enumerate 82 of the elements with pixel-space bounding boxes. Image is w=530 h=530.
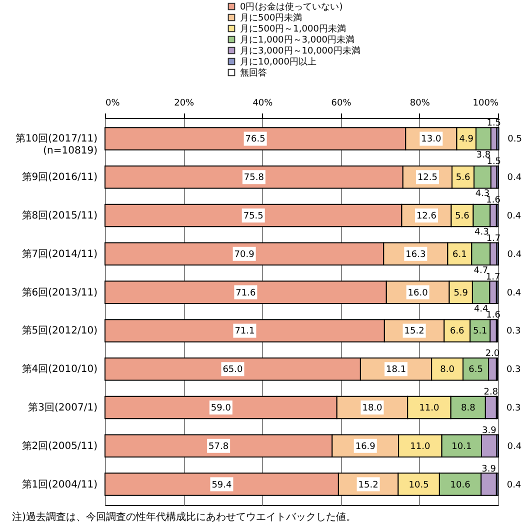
data-label: 1.5 bbox=[486, 157, 502, 168]
data-label: 71.6 bbox=[236, 288, 256, 298]
y-tick-label: 第9回(2016/11) bbox=[22, 171, 98, 184]
data-label: 65.0 bbox=[222, 365, 244, 376]
data-label: 0.3 bbox=[506, 403, 521, 414]
data-label: 18.1 bbox=[386, 365, 406, 376]
data-label: 76.5 bbox=[245, 134, 266, 145]
data-label: 0.4 bbox=[506, 480, 522, 490]
data-label: 1.7 bbox=[486, 272, 500, 282]
data-label: 0.3 bbox=[506, 326, 521, 337]
y-tick-label: 第8回(2015/11) bbox=[22, 210, 98, 222]
data-label: 2.8 bbox=[484, 387, 498, 398]
x-tick-label: 0% bbox=[106, 98, 120, 108]
data-label: 0.3 bbox=[506, 365, 521, 376]
data-label: 57.8 bbox=[208, 442, 229, 452]
y-tick-label: 第2回(2005/11) bbox=[22, 440, 98, 452]
data-label: 3.9 bbox=[482, 426, 497, 436]
legend-label: 月に1,000円～3,000円未満 bbox=[240, 34, 355, 46]
data-label: 10.5 bbox=[408, 480, 429, 490]
data-label: 5.6 bbox=[456, 173, 470, 184]
y-tick-label: 第1回(2004/11) bbox=[22, 478, 98, 490]
data-label: 3.9 bbox=[482, 464, 496, 474]
data-label: 16.0 bbox=[408, 288, 428, 298]
data-label: 4.3 bbox=[474, 228, 489, 238]
data-label: 4.7 bbox=[474, 266, 488, 276]
data-label: 0.4 bbox=[507, 442, 522, 452]
data-label: 5.1 bbox=[472, 326, 488, 337]
data-label: 4.9 bbox=[459, 134, 474, 145]
data-label: 0.4 bbox=[506, 212, 522, 222]
y-tick-label: 第10回(2017/11) (n=10819) bbox=[15, 132, 98, 157]
x-tick-label: 40% bbox=[252, 98, 274, 108]
legend-label: 月に3,000円～10,000円未満 bbox=[240, 46, 360, 56]
data-label: 15.2 bbox=[404, 326, 424, 337]
data-label: 0.4 bbox=[506, 288, 522, 298]
data-label: 75.5 bbox=[243, 212, 264, 222]
y-tick-label: 第4回(2010/10) bbox=[22, 363, 98, 376]
data-label: 13.0 bbox=[421, 134, 442, 145]
data-label: 10.6 bbox=[450, 480, 471, 490]
legend-label: 0円(お金は使っていない) bbox=[240, 2, 343, 12]
y-tick-label: 第3回(2007/1) bbox=[28, 401, 98, 414]
data-label: 5.6 bbox=[455, 212, 470, 222]
text: 注)過去調査は、今回調査の性年代構成比にあわせてウエイトバックした値。 bbox=[12, 510, 356, 524]
legend-label: 無回答 bbox=[240, 68, 267, 78]
data-label: 18.0 bbox=[362, 403, 383, 414]
data-label: 8.0 bbox=[440, 365, 455, 376]
data-label: 8.8 bbox=[460, 403, 476, 414]
data-label: 0.5 bbox=[508, 134, 522, 145]
data-label: 16.3 bbox=[406, 250, 426, 260]
data-label: 11.0 bbox=[419, 403, 440, 414]
y-tick-label: 第6回(2013/11) bbox=[22, 286, 98, 298]
x-tick-label: 20% bbox=[174, 98, 195, 108]
data-label: 12.5 bbox=[417, 173, 438, 184]
data-label: 6.1 bbox=[452, 250, 467, 260]
y-tick-label: 第7回(2014/11) bbox=[22, 248, 98, 260]
data-label: 1.6 bbox=[486, 196, 501, 206]
data-label: 1.7 bbox=[486, 234, 501, 244]
data-label: 71.1 bbox=[234, 326, 255, 337]
legend-label: 月に500円～1,000円未満 bbox=[240, 24, 346, 34]
data-label: 0.4 bbox=[507, 173, 522, 184]
data-label: 59.0 bbox=[210, 403, 232, 414]
data-label: 6.6 bbox=[450, 326, 465, 337]
y-tick-label: 第5回(2012/10) bbox=[22, 324, 98, 337]
data-label: 70.9 bbox=[234, 250, 255, 260]
data-label: 75.8 bbox=[244, 173, 264, 184]
data-label: 11.0 bbox=[410, 442, 430, 452]
data-label: 15.2 bbox=[358, 480, 378, 490]
data-label: 12.6 bbox=[416, 212, 437, 222]
data-label: 0.4 bbox=[507, 250, 522, 260]
legend-label: 月に500円未満 bbox=[240, 12, 302, 24]
data-label: 2.0 bbox=[485, 349, 500, 360]
data-label: 4.4 bbox=[474, 304, 489, 314]
data-label: 1.5 bbox=[486, 118, 502, 129]
data-label: 59.4 bbox=[212, 480, 232, 490]
x-tick-label: 100% bbox=[472, 98, 499, 108]
x-tick-label: 60% bbox=[331, 98, 352, 108]
data-label: 6.5 bbox=[468, 365, 483, 376]
legend-label: 月に10,000円以上 bbox=[240, 56, 316, 68]
x-tick-label: 80% bbox=[410, 98, 430, 108]
data-label: 1.6 bbox=[486, 310, 501, 321]
data-label: 16.9 bbox=[355, 442, 376, 452]
data-label: 10.1 bbox=[452, 442, 472, 452]
data-label: 5.9 bbox=[454, 288, 468, 298]
